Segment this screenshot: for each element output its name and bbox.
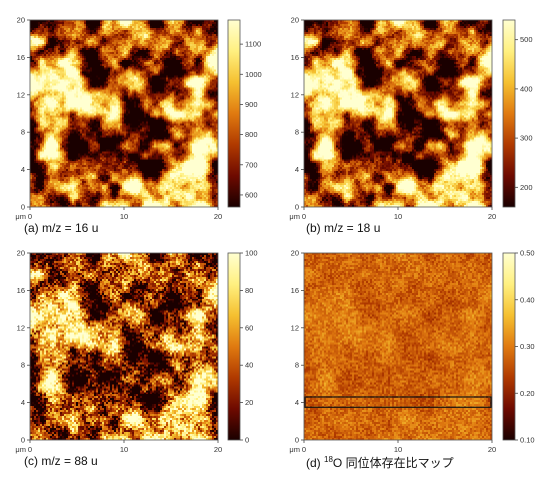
- y-tick-label-a-5: 20: [17, 16, 25, 25]
- heatmap-d: [304, 253, 492, 440]
- y-tick-label-d-5: 20: [291, 249, 299, 258]
- x-tick-label-d-1: 10: [394, 445, 402, 454]
- heatmap-b: [304, 20, 492, 207]
- panel-d: 0 10 20 μm0 4 8 12 16 20 0.10 0.20 0.30 0.40 0.50: [289, 249, 534, 455]
- y-tick-label-a-3: 12: [17, 90, 25, 99]
- y-tick-label-b-5: 20: [291, 16, 299, 25]
- y-tick-label-b-1: 4: [295, 165, 299, 174]
- y-tick-label-c-5: 20: [17, 249, 25, 258]
- colorbar-tick-label-c-4: 80: [245, 286, 253, 295]
- y-tick-label-c-2: 8: [21, 361, 25, 370]
- x-unit-label-c: μm: [15, 445, 26, 454]
- y-tick-label-a-0: 0: [21, 203, 25, 212]
- colorbar-tick-label-b-2: 400: [520, 84, 533, 93]
- y-tick-label-d-3: 12: [291, 323, 299, 332]
- colorbar-tick-label-c-2: 40: [245, 361, 253, 370]
- x-tick-label-b-0: 0: [302, 212, 306, 221]
- colorbar-tick-label-b-1: 300: [520, 134, 533, 143]
- y-tick-label-c-3: 12: [17, 323, 25, 332]
- caption-a: (a) m/z = 16 u: [24, 221, 99, 235]
- colorbar-tick-label-c-0: 0: [245, 436, 249, 445]
- y-tick-label-d-0: 0: [295, 436, 299, 445]
- x-tick-label-c-0: 0: [28, 445, 32, 454]
- colorbar-tick-label-d-2: 0.30: [520, 342, 535, 351]
- x-tick-label-b-1: 10: [394, 212, 402, 221]
- colorbar-tick-label-d-4: 0.50: [520, 249, 535, 258]
- colorbar-tick-label-d-1: 0.20: [520, 389, 535, 398]
- x-tick-label-d-0: 0: [302, 445, 306, 454]
- y-tick-label-a-2: 8: [21, 128, 25, 137]
- colorbar-tick-label-c-1: 20: [245, 398, 253, 407]
- caption-d-sup: 18: [324, 455, 333, 464]
- y-tick-label-d-2: 8: [295, 361, 299, 370]
- y-tick-label-d-1: 4: [295, 398, 299, 407]
- panel-b: 0 10 20 μm0 4 8 12 16 20 200 300 400 500: [289, 16, 532, 222]
- colorbar-d: [502, 252, 516, 441]
- caption-d: (d) 18O 同位体存在比マップ: [306, 454, 454, 471]
- y-tick-label-a-1: 4: [21, 165, 25, 174]
- y-tick-label-c-1: 4: [21, 398, 25, 407]
- colorbar-tick-label-c-3: 60: [245, 323, 253, 332]
- colorbar-tick-label-a-2: 800: [245, 130, 258, 139]
- caption-c: (c) m/z = 88 u: [24, 454, 98, 468]
- panel-a: 0 10 20 μm0 4 8 12 16 20 600 700 800 900 1000 1100: [15, 16, 261, 222]
- x-unit-label-b: μm: [289, 212, 300, 221]
- colorbar-tick-label-a-0: 600: [245, 190, 258, 199]
- heatmap-c: [30, 253, 218, 440]
- colorbar-tick-label-a-3: 900: [245, 100, 258, 109]
- x-tick-label-a-1: 10: [120, 212, 128, 221]
- x-tick-label-c-2: 20: [214, 445, 222, 454]
- caption-d-main: O 同位体存在比マップ: [332, 456, 454, 470]
- x-unit-label-d: μm: [289, 445, 300, 454]
- y-tick-label-d-4: 16: [291, 286, 299, 295]
- x-unit-label-a: μm: [15, 212, 26, 221]
- colorbar-a: [227, 19, 241, 208]
- colorbar-tick-label-a-5: 1100: [245, 40, 261, 49]
- x-tick-label-a-2: 20: [214, 212, 222, 221]
- x-tick-label-d-2: 20: [488, 445, 496, 454]
- caption-b: (b) m/z = 18 u: [306, 221, 381, 235]
- caption-d-prefix: (d): [306, 456, 324, 470]
- colorbar-tick-label-d-3: 0.40: [520, 295, 535, 304]
- colorbar-tick-label-d-0: 0.10: [520, 436, 535, 445]
- heatmap-a: [30, 20, 218, 207]
- x-tick-label-b-2: 20: [488, 212, 496, 221]
- y-tick-label-b-4: 16: [291, 53, 299, 62]
- y-tick-label-c-4: 16: [17, 286, 25, 295]
- colorbar-c: [227, 252, 241, 441]
- colorbar-b: [502, 19, 516, 208]
- colorbar-tick-label-b-0: 200: [520, 183, 533, 192]
- x-tick-label-c-1: 10: [120, 445, 128, 454]
- y-tick-label-b-3: 12: [291, 90, 299, 99]
- y-tick-label-c-0: 0: [21, 436, 25, 445]
- colorbar-tick-label-c-5: 100: [245, 249, 258, 258]
- annotation-box-d: [304, 396, 492, 408]
- y-tick-label-a-4: 16: [17, 53, 25, 62]
- colorbar-tick-label-b-3: 500: [520, 35, 533, 44]
- colorbar-tick-label-a-1: 700: [245, 160, 258, 169]
- colorbar-tick-label-a-4: 1000: [245, 70, 262, 79]
- y-tick-label-b-2: 8: [295, 128, 299, 137]
- x-tick-label-a-0: 0: [28, 212, 32, 221]
- y-tick-label-b-0: 0: [295, 203, 299, 212]
